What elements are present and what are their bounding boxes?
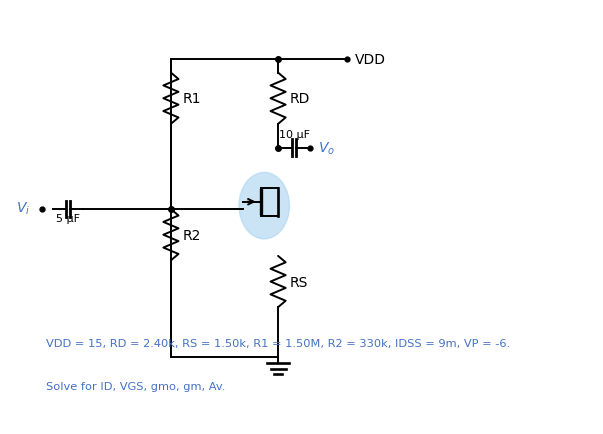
Text: $V_i$: $V_i$ [16, 201, 30, 217]
Text: $V_o$: $V_o$ [318, 140, 335, 156]
Text: VDD: VDD [355, 53, 386, 67]
Text: VDD = 15, RD = 2.40k, RS = 1.50k, R1 = 1.50M, R2 = 330k, IDSS = 9m, VP = -6.: VDD = 15, RD = 2.40k, RS = 1.50k, R1 = 1… [46, 338, 510, 348]
Text: R1: R1 [182, 92, 201, 106]
Text: RS: RS [289, 275, 308, 289]
Text: 10 μF: 10 μF [279, 129, 310, 139]
Text: Solve for ID, VGS, gmo, gm, Av.: Solve for ID, VGS, gmo, gm, Av. [46, 381, 226, 391]
Ellipse shape [239, 173, 289, 240]
Text: 5 μF: 5 μF [56, 214, 80, 224]
Text: RD: RD [289, 92, 310, 106]
Text: R2: R2 [182, 228, 201, 242]
